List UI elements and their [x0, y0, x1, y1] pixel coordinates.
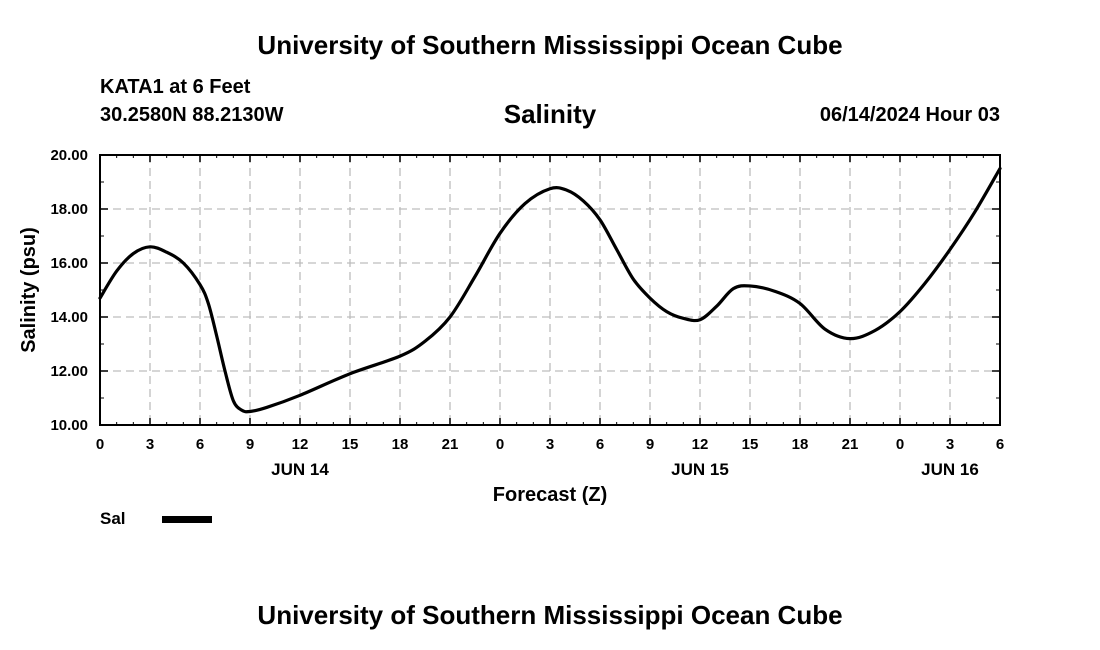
grid-lines: [100, 155, 1000, 425]
y-tick-label: 14.00: [50, 309, 88, 326]
x-tick-label: 21: [442, 436, 459, 453]
x-tick-label: 0: [496, 436, 504, 453]
y-tick-label: 10.00: [50, 417, 88, 434]
axis-labels: 0 3 6 9 12 15 18 21 0 3 6 9 12 15 18 21 0 3 6 10.00 12.00 14.…: [18, 147, 1004, 506]
x-tick-label: 3: [546, 436, 554, 453]
x-tick-label: 18: [392, 436, 409, 453]
y-tick-label: 20.00: [50, 147, 88, 164]
station-label: KATA1 at 6 Feet: [100, 76, 251, 98]
y-axis-title: Salinity (psu): [18, 227, 40, 353]
x-tick-label: 12: [692, 436, 709, 453]
x-tick-label: 6: [596, 436, 604, 453]
x-tick-label: 3: [146, 436, 154, 453]
series-layer: [98, 166, 1002, 414]
x-tick-label: 0: [96, 436, 104, 453]
legend-label: Sal: [100, 509, 126, 528]
x-tick-label: 9: [646, 436, 654, 453]
x-axis-title: Forecast (Z): [493, 484, 607, 506]
page-title: University of Southern Mississippi Ocean…: [257, 30, 843, 60]
legend-swatch: [162, 516, 212, 523]
plot-frame: [99, 154, 1001, 426]
x-tick-label: 6: [996, 436, 1004, 453]
x-tick-label: 6: [196, 436, 204, 453]
x-tick-label: 0: [896, 436, 904, 453]
x-tick-label: 21: [842, 436, 859, 453]
x-tick-label: 3: [946, 436, 954, 453]
y-tick-label: 18.00: [50, 201, 88, 218]
x-tick-label: 15: [342, 436, 359, 453]
series-line-sal: [98, 166, 1002, 414]
x-tick-label: 12: [292, 436, 309, 453]
x-tick-label: 18: [792, 436, 809, 453]
x-tick-label: 15: [742, 436, 759, 453]
y-tick-label: 16.00: [50, 255, 88, 272]
y-tick-label: 12.00: [50, 363, 88, 380]
x-date-label: JUN 14: [271, 460, 329, 479]
x-tick-label: 9: [246, 436, 254, 453]
x-date-label: JUN 16: [921, 460, 979, 479]
x-date-label: JUN 15: [671, 460, 729, 479]
forecast-datetime: 06/14/2024 Hour 03: [819, 104, 1000, 126]
chart-title: Salinity: [503, 99, 597, 129]
station-coordinates: 30.2580N 88.2130W: [100, 104, 284, 126]
footer-title: University of Southern Mississippi Ocean…: [257, 600, 843, 630]
